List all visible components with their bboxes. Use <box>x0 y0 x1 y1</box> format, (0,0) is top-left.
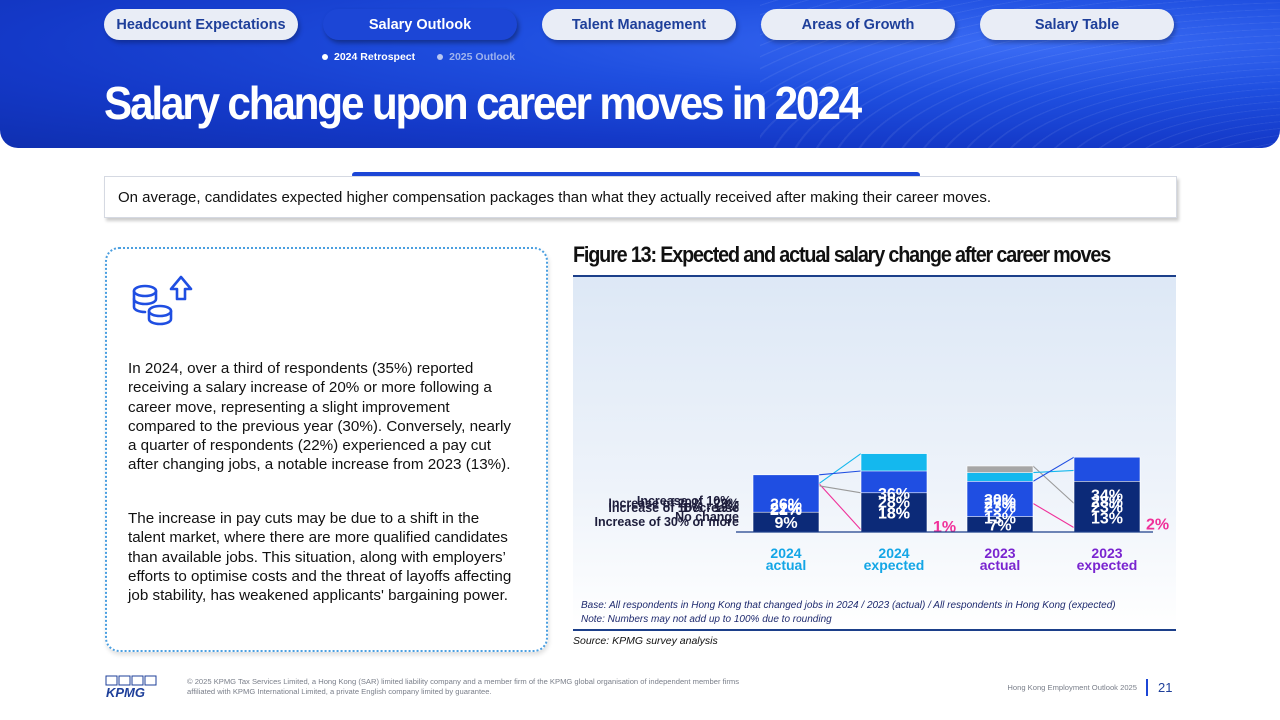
figure-title: Figure 13: Expected and actual salary ch… <box>573 242 1111 267</box>
connector-line <box>818 453 862 485</box>
subtab-2024-retrospect[interactable]: 2024 Retrospect <box>322 51 415 63</box>
chart-category-labels: 2024actual2024expected2023actual2023expe… <box>766 545 1138 573</box>
subtab-2025-outlook[interactable]: 2025 Outlook <box>437 51 515 63</box>
subtab-label: 2024 Retrospect <box>334 51 416 63</box>
data-label: 36% <box>878 486 910 503</box>
figure-source: Source: KPMG survey analysis <box>573 635 718 647</box>
page-number: 21 <box>1158 680 1173 695</box>
data-label: 13% <box>1091 511 1123 528</box>
legend-label: Decrease <box>683 501 739 515</box>
kpmg-logo: KPMG <box>105 675 157 699</box>
data-label: 1% <box>933 519 956 536</box>
insight-card: In 2024, over a third of respondents (35… <box>105 247 548 652</box>
category-label: actual <box>980 557 1020 573</box>
connector-line <box>1032 469 1075 474</box>
accent-bar <box>352 172 920 178</box>
legend-label: No change <box>675 510 739 524</box>
category-label: actual <box>766 557 806 573</box>
category-label: 2024 <box>878 545 909 561</box>
tab-salary-table[interactable]: Salary Table <box>980 9 1174 40</box>
data-label: 26% <box>770 496 802 513</box>
category-label: expected <box>1077 557 1138 573</box>
card-paragraph-2: The increase in pay cuts may be due to a… <box>128 510 512 605</box>
data-label: 27% <box>984 495 1016 512</box>
data-label: 9% <box>774 515 797 532</box>
chart-background <box>573 277 1176 629</box>
legal-disclaimer: © 2025 KPMG Tax Services Limited, a Hong… <box>187 677 787 696</box>
data-label: 13% <box>984 511 1016 528</box>
rounding-note: Note: Numbers may not add up to 100% due… <box>581 614 832 625</box>
subtab-label: 2025 Outlook <box>449 51 516 63</box>
legend-label: Increase of 30% or more <box>594 515 739 529</box>
category-label: expected <box>864 557 925 573</box>
base-note: Base: All respondents in Hong Kong that … <box>581 600 1116 611</box>
summary-box: On average, candidates expected higher c… <box>104 176 1177 218</box>
connector-line <box>1032 456 1075 482</box>
svg-text:KPMG: KPMG <box>106 685 145 699</box>
category-label: 2024 <box>770 545 801 561</box>
figure-rule-bottom <box>573 629 1176 631</box>
legal-line-2: affiliated with KPMG International Limit… <box>187 686 492 696</box>
tab-areas-of-growth[interactable]: Areas of Growth <box>761 9 955 40</box>
data-label: 34% <box>1091 488 1123 505</box>
figure-rule-top <box>573 275 1176 277</box>
connector-line <box>1032 502 1075 529</box>
legend-label: Increase of 10% - <box>637 494 739 508</box>
bar-segment <box>860 492 928 533</box>
legal-line-1: © 2025 KPMG Tax Services Limited, a Hong… <box>187 677 740 686</box>
page-title: Salary change upon career moves in 2024 <box>104 77 862 129</box>
data-label: 28% <box>878 495 910 512</box>
chart-connectors <box>818 453 1075 531</box>
chart-bars <box>752 453 1141 533</box>
bullet-dot-icon <box>437 54 444 60</box>
data-label: 28% <box>1091 494 1123 511</box>
data-label: 23% <box>984 500 1016 517</box>
bullet-dot-icon <box>322 54 328 60</box>
connector-line <box>818 483 862 531</box>
tab-headcount-expectations[interactable]: Headcount Expectations <box>104 9 298 40</box>
summary-text: On average, candidates expected higher c… <box>118 188 991 206</box>
connector-line <box>818 470 862 476</box>
data-label: 23% <box>1091 500 1123 517</box>
data-label: 7% <box>988 517 1011 534</box>
chart-data-labels: 22%21%22%26%9% 1%18%36%28%18% 13%30%27%23%… <box>770 486 1169 536</box>
data-label: 18% <box>878 505 910 522</box>
footer-divider <box>1146 679 1148 696</box>
tab-salary-outlook[interactable]: Salary Outlook <box>323 9 517 40</box>
data-label: 30% <box>984 492 1016 509</box>
data-label: 2% <box>1146 517 1169 534</box>
data-label: 22% <box>770 501 802 518</box>
coins-up-arrow-icon <box>132 275 193 326</box>
data-label: 18% <box>878 505 910 522</box>
category-label: 2023 <box>984 545 1015 561</box>
category-label: 2023 <box>1091 545 1122 561</box>
top-nav-tabs: Headcount Expectations Salary Outlook Ta… <box>104 9 1174 40</box>
tab-talent-management[interactable]: Talent Management <box>542 9 736 40</box>
sub-nav: 2024 Retrospect 2025 Outlook <box>322 51 515 63</box>
legend-label: Increase of 20% - 29% <box>608 496 739 510</box>
connector-line <box>818 485 862 494</box>
data-label: 21% <box>770 502 802 519</box>
legend-label: Increase of 10% - 19% <box>608 501 739 515</box>
card-paragraph-1: In 2024, over a third of respondents (35… <box>128 360 511 474</box>
data-label: 22% <box>770 501 802 518</box>
report-name: Hong Kong Employment Outlook 2025 <box>1007 683 1137 692</box>
